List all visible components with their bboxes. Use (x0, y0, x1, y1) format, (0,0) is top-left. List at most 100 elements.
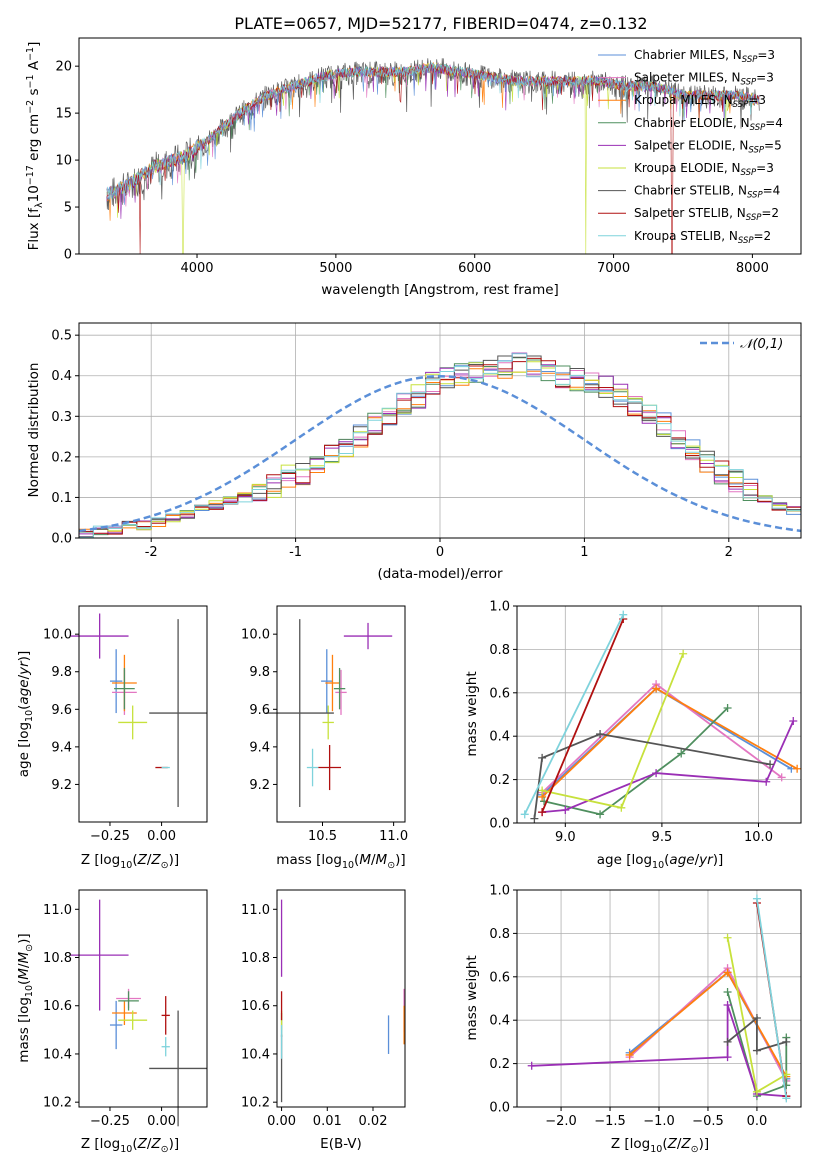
spectrum-legend: Chabrier MILES, NSSP=3 Salpeter MILES, NS… (598, 48, 783, 246)
mwAge-xtick-label: 9.0 (555, 830, 576, 845)
ageM-xtick-label: 10.5 (308, 829, 337, 844)
mZ-ytick-label: 10.4 (43, 1047, 72, 1062)
mass-vs-metallicity-ylabel: mass [log10(M/M⊙)] (16, 933, 35, 1062)
mwAge-marker-kroupa-elodie (538, 786, 547, 795)
spectrum-ytick-label: 15 (55, 107, 72, 122)
mE-ytick-label: 11.0 (241, 903, 270, 918)
spectrum-legend-label: Kroupa ELODIE, NSSP=3 (634, 161, 774, 178)
mwAge-marker-salpeter-stelib (538, 808, 547, 817)
mwZ-xtick-label: −1.0 (643, 1114, 675, 1129)
spectrum-legend-label: Chabrier MILES, NSSP=3 (634, 48, 775, 65)
ageM-ytick-label: 10.0 (241, 628, 270, 643)
mwAge-marker-chabrier-stelib (596, 730, 605, 739)
mZ-ytick-label: 10.8 (43, 951, 72, 966)
ageZ-ytick-label: 9.2 (51, 778, 72, 793)
mwZ-xtick-label: −1.5 (594, 1114, 626, 1129)
mwAge-marker-chabrier-stelib (766, 760, 775, 769)
mass-vs-ebv-xlabel: E(B-V) (320, 1136, 362, 1152)
spectrum-xtick-label: 5000 (319, 261, 352, 276)
resid-ytick-label: 0.1 (51, 491, 72, 506)
mwAge-ytick-label: 0.6 (489, 686, 510, 701)
spectrum-line-kroupa-stelib (106, 61, 760, 200)
spectrum-axes-frame (78, 37, 802, 255)
mwZ-marker-salpeter-elodie (527, 1061, 536, 1070)
spectrum-panel: 4000 5000 6000 7000 8000 0 5 10 15 20 wavelength … (25, 37, 802, 298)
mass-vs-metallicity-panel: −0.25 0.00 10.2 10.4 10.6 10.8 11.0 Z [log10(Z… (16, 889, 208, 1155)
mwAge-line-kroupa-stelib (523, 614, 625, 815)
resid-ytick-label: 0.2 (51, 450, 72, 465)
spectrum-ytick-label: 5 (64, 201, 72, 216)
mZ-ytick-label: 10.6 (43, 999, 72, 1014)
mwZ-marker-chabrier-stelib (723, 1037, 732, 1046)
mwZ-marker-salpeter-elodie (723, 1001, 732, 1010)
mwZ-marker-chabrier-elodie (723, 987, 732, 996)
resid-ytick-label: 0.4 (51, 369, 72, 384)
mwAge-marker-kroupa-stelib (619, 610, 628, 619)
resid-ytick-label: 0.0 (51, 532, 72, 547)
mwZ-marker-kroupa-stelib (752, 894, 761, 903)
residuals-axes-frame (78, 322, 802, 539)
mwZ-ytick-label: 0.6 (489, 970, 510, 985)
mwAge-marker-kroupa-elodie (617, 803, 626, 812)
mwAge-marker-chabrier-elodie (723, 703, 732, 712)
ageM-ytick-label: 9.4 (249, 740, 270, 755)
mwZ-xtick-label: −0.5 (692, 1114, 724, 1129)
residuals-panel: -2 -1 0 1 2 0.0 0.1 0.2 0.3 0.4 0.5 (data-model)/e… (26, 322, 802, 582)
massweight-vs-metallicity-xlabel: Z [log10(Z/Z⊙)] (611, 1136, 709, 1155)
mwAge-marker-kroupa-miles (793, 764, 802, 773)
spectrum-xtick-label: 4000 (180, 261, 213, 276)
age-vs-mass-frame (276, 605, 406, 823)
spectrum-xtick-label: 8000 (736, 261, 769, 276)
spectrum-xtick-label: 7000 (597, 261, 630, 276)
mass-vs-ebv-panel: 0.00 0.01 0.02 10.2 10.4 10.6 10.8 11.0 E(B-V) (241, 889, 406, 1152)
mwAge-marker-chabrier-elodie (677, 749, 686, 758)
age-vs-metallicity-panel: −0.25 0.00 9.2 9.4 9.6 9.8 10.0 Z [log10(Z/Z⊙)… (16, 605, 208, 871)
mZ-xtick-label: −0.25 (90, 1114, 130, 1129)
mwAge-marker-salpeter-elodie (789, 717, 798, 726)
spectrum-line-chabrier-miles (106, 63, 760, 205)
massweight-vs-age-ylabel: mass weight (464, 671, 480, 756)
mwAge-line-chabrier-elodie (543, 707, 729, 816)
mE-xtick-label: 0.01 (313, 1114, 342, 1129)
massweight-vs-metallicity-frame (516, 889, 802, 1108)
mwZ-xtick-label: −2.0 (545, 1114, 577, 1129)
ageZ-ytick-label: 9.4 (51, 740, 72, 755)
resid-ytick-label: 0.3 (51, 410, 72, 425)
mwZ-marker-chabrier-stelib (782, 1037, 791, 1046)
mwZ-marker-chabrier-stelib (752, 1014, 761, 1023)
mwAge-marker-salpeter-elodie (762, 777, 771, 786)
spectrum-xlabel: wavelength [Angstrom, rest frame] (321, 282, 559, 298)
mwAge-marker-kroupa-elodie (679, 649, 688, 658)
spectrum-legend-label: Chabrier ELODIE, NSSP=4 (634, 116, 783, 133)
age-vs-mass-panel: 10.5 11.0 9.2 9.4 9.6 9.8 10.0 mass [log10(M/M… (241, 605, 408, 871)
ageM-ytick-label: 9.6 (249, 703, 270, 718)
ageZ-ytick-label: 10.0 (43, 628, 72, 643)
mwAge-ytick-label: 0.4 (489, 730, 510, 745)
mwZ-marker-chabrier-stelib (752, 1046, 761, 1055)
mwZ-marker-salpeter-elodie (723, 1053, 732, 1062)
mZ-xtick-label: 0.00 (147, 1114, 176, 1129)
ageZ-ytick-label: 9.6 (51, 703, 72, 718)
massweight-vs-age-xlabel: age [log10(age/yr)] (597, 852, 723, 871)
mE-ytick-label: 10.2 (241, 1096, 270, 1111)
mwAge-marker-salpeter-elodie (561, 805, 570, 814)
mwAge-marker-salpeter-elodie (652, 769, 661, 778)
resid-xtick-label: 1 (580, 545, 588, 560)
massweight-vs-age-panel: 9.0 9.5 10.0 0.0 0.2 0.4 0.6 0.8 1.0 age [log10(… (464, 600, 802, 871)
mass-vs-ebv-frame (276, 889, 406, 1108)
spectrum-legend-label: Salpeter STELIB, NSSP=2 (634, 206, 779, 223)
residuals-xlabel: (data-model)/error (377, 566, 503, 582)
massweight-vs-metallicity-ylabel: mass weight (464, 955, 480, 1040)
age-vs-mass-xlabel: mass [log10(M/M⊙)] (276, 852, 405, 871)
mwAge-xtick-label: 9.5 (652, 830, 673, 845)
age-vs-metallicity-ylabel: age [log10(age/yr)] (16, 651, 35, 777)
spectrum-line-salpeter-stelib (106, 62, 760, 255)
mwZ-ytick-label: 0.8 (489, 927, 510, 942)
spectrum-legend-label: Kroupa STELIB, NSSP=2 (634, 229, 771, 246)
mwZ-line-chabrier-stelib (727, 1016, 787, 1052)
resid-xtick-label: 0 (436, 545, 444, 560)
mE-ytick-label: 10.8 (241, 951, 270, 966)
spectrum-legend-label: Salpeter ELODIE, NSSP=5 (634, 138, 782, 155)
ageZ-xtick-label: −0.25 (90, 829, 130, 844)
